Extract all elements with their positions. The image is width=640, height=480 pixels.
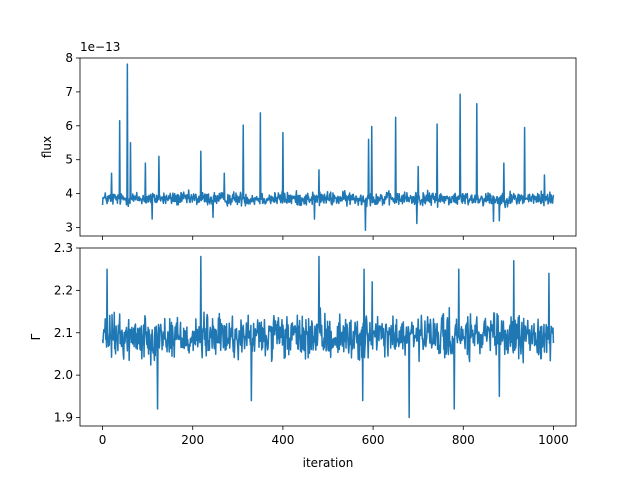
flux-y-axis-label: flux <box>40 136 54 158</box>
gamma-y-ticks: 1.9 2.0 2.1 2.2 2.3 <box>54 241 80 425</box>
gamma-x-tick-label: 0 <box>99 433 107 447</box>
gamma-panel: 0 200 400 600 800 1000 1.9 2.0 2.1 2.2 2.3 Γ iter… <box>29 241 577 470</box>
gamma-x-tick-label: 400 <box>271 433 294 447</box>
gamma-y-tick-label: 2.2 <box>54 283 73 297</box>
gamma-axes-frame <box>79 247 577 427</box>
flux-y-tick-label: 8 <box>65 51 73 65</box>
flux-y-ticks: 3 4 5 6 7 8 <box>65 51 80 235</box>
flux-panel: 3 4 5 6 7 8 1e−13 flux <box>40 40 577 240</box>
gamma-x-tick-label: 600 <box>362 433 385 447</box>
gamma-x-tick-label: 1000 <box>538 433 569 447</box>
gamma-trace-line <box>101 255 555 419</box>
gamma-y-tick-label: 2.1 <box>54 326 73 340</box>
flux-y-tick-label: 3 <box>65 221 73 235</box>
flux-y-tick-label: 4 <box>65 187 73 201</box>
flux-y-tick-label: 5 <box>65 153 73 167</box>
gamma-x-ticks: 0 200 400 600 800 1000 <box>99 426 569 447</box>
flux-x-ticks <box>102 236 554 240</box>
flux-y-tick-label: 6 <box>65 119 73 133</box>
gamma-y-tick-label: 2.0 <box>54 368 73 382</box>
flux-axes-frame <box>79 57 577 237</box>
gamma-x-tick-label: 800 <box>452 433 475 447</box>
flux-y-tick-label: 7 <box>65 85 73 99</box>
gamma-y-axis-label: Γ <box>29 333 43 340</box>
gamma-y-tick-label: 1.9 <box>54 411 73 425</box>
gamma-y-tick-label: 2.3 <box>54 241 73 255</box>
x-axis-label: iteration <box>303 456 354 470</box>
gamma-x-tick-label: 200 <box>181 433 204 447</box>
flux-trace-line <box>101 63 555 231</box>
flux-offset-label: 1e−13 <box>80 40 120 54</box>
